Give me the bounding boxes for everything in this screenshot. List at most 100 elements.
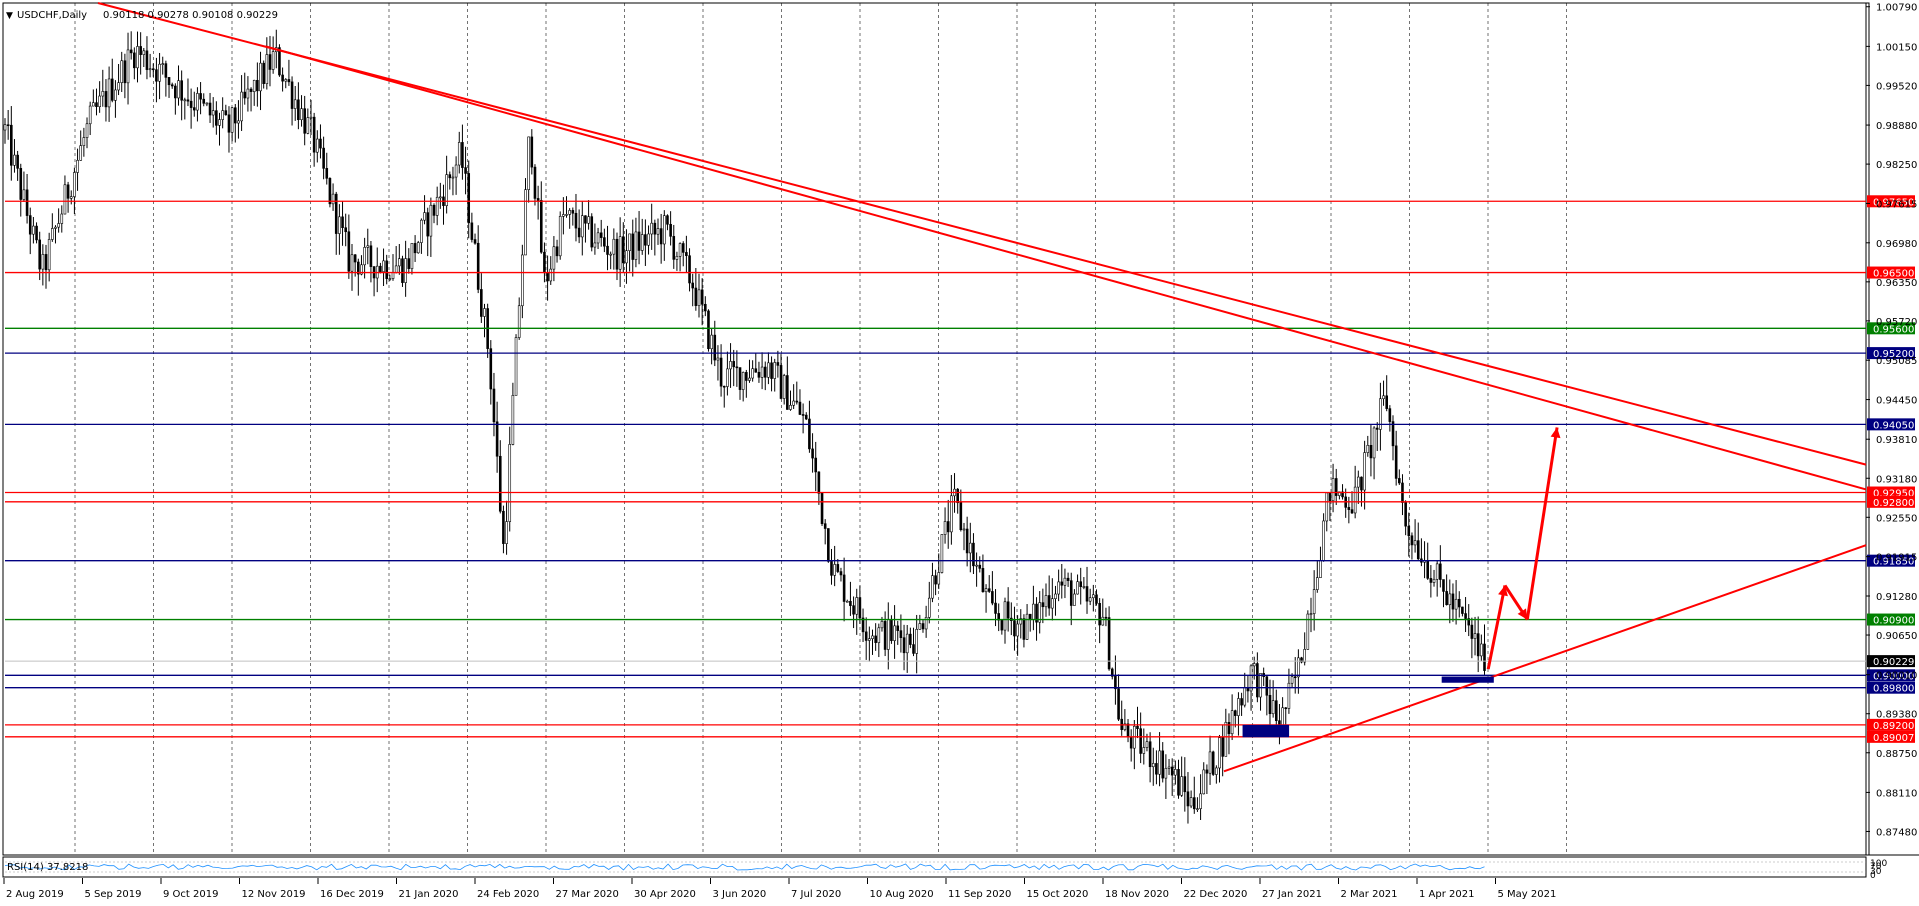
candle-body bbox=[1142, 747, 1146, 754]
candle-body bbox=[502, 510, 505, 544]
candle-body bbox=[271, 51, 275, 70]
level-price-tag-label: 0.90900 bbox=[1873, 616, 1914, 627]
candle-body bbox=[1076, 581, 1079, 595]
candle-body bbox=[732, 361, 736, 368]
candle-body bbox=[467, 173, 471, 224]
price-tick-label: 0.96350 bbox=[1876, 278, 1917, 289]
candle-body bbox=[309, 116, 313, 119]
candle-body bbox=[1167, 766, 1171, 769]
trendlines[interactable] bbox=[97, 2, 1867, 773]
price-tick-label: 0.96980 bbox=[1876, 239, 1917, 250]
candle-body bbox=[587, 216, 590, 224]
candle-body bbox=[476, 242, 480, 290]
candle-body bbox=[669, 223, 672, 237]
candle-body bbox=[754, 368, 758, 373]
level-price-tag bbox=[1867, 418, 1915, 431]
candle-body bbox=[1180, 776, 1183, 796]
candle-body bbox=[521, 254, 524, 307]
candle-body bbox=[650, 222, 653, 235]
candle-body bbox=[243, 91, 247, 99]
candle-body bbox=[1259, 673, 1262, 698]
time-axis[interactable]: 2 Aug 2019 5 Sep 2019 9 Oct 2019 12 Nov 201… bbox=[3, 878, 1556, 900]
candle-body bbox=[552, 246, 556, 270]
candle-body bbox=[896, 625, 900, 631]
candle-body bbox=[1312, 589, 1316, 614]
candle-body bbox=[1155, 763, 1158, 775]
candle-body bbox=[729, 361, 732, 370]
candle-body bbox=[804, 414, 808, 420]
candle-body bbox=[609, 253, 612, 256]
support-zones[interactable] bbox=[1242, 676, 1494, 738]
candle-body bbox=[618, 236, 622, 270]
candle-body bbox=[1353, 486, 1357, 514]
price-tick-label: 0.93810 bbox=[1876, 435, 1917, 446]
candle-body bbox=[852, 605, 855, 615]
projection-arrow[interactable] bbox=[1486, 427, 1561, 670]
candle-body bbox=[1215, 767, 1218, 775]
candle-body bbox=[918, 623, 922, 630]
candle-body bbox=[25, 189, 29, 216]
candle-body bbox=[1110, 668, 1114, 677]
candle-body bbox=[1271, 700, 1275, 715]
candle-body bbox=[1439, 563, 1442, 580]
candle-body bbox=[1028, 613, 1032, 620]
candle-body bbox=[101, 91, 105, 97]
horizontal-levels[interactable]: 0.97650 0.96500 0.95600 0.95200 0.94050 0.929… bbox=[5, 195, 1915, 744]
candle-body bbox=[1274, 700, 1278, 721]
candle-body bbox=[1196, 808, 1199, 810]
candle-body bbox=[180, 80, 183, 101]
candle-body bbox=[1123, 723, 1127, 730]
price-axis[interactable]: 1.00790 1.00150 0.99520 0.98880 0.98250 0.976… bbox=[1866, 3, 1917, 839]
candle-body bbox=[1114, 676, 1117, 690]
candle-body bbox=[1252, 663, 1256, 667]
candle-body bbox=[612, 238, 616, 255]
candle-body bbox=[1379, 398, 1382, 430]
candle-body bbox=[95, 102, 98, 107]
candle-body bbox=[823, 523, 827, 529]
candle-body bbox=[1047, 595, 1051, 609]
projection-segment[interactable] bbox=[1525, 427, 1559, 620]
candle-body bbox=[1360, 476, 1363, 491]
chart-menu-arrow-icon[interactable]: ▼ bbox=[6, 11, 13, 21]
zone-rect[interactable] bbox=[1441, 676, 1494, 683]
candle-body bbox=[211, 110, 215, 116]
candle-body bbox=[659, 228, 663, 245]
trendline[interactable] bbox=[265, 45, 1867, 491]
candle-body bbox=[73, 172, 76, 197]
time-tick-label: 12 Nov 2019 bbox=[242, 889, 306, 900]
candle-body bbox=[202, 98, 206, 104]
candle-body bbox=[1350, 509, 1354, 514]
candle-body bbox=[79, 145, 83, 161]
candle-body bbox=[423, 212, 426, 221]
candle-body bbox=[1243, 687, 1247, 706]
candle-body bbox=[700, 289, 704, 305]
candle-body bbox=[959, 502, 963, 531]
candle-body bbox=[1183, 776, 1187, 793]
candle-body bbox=[19, 168, 23, 200]
candle-body bbox=[1032, 603, 1035, 620]
rsi-scale-30: 30 bbox=[1870, 867, 1882, 877]
candle-body bbox=[956, 488, 959, 504]
zone-rect[interactable] bbox=[1242, 724, 1290, 738]
candle-body bbox=[303, 108, 306, 134]
trendline[interactable] bbox=[1223, 544, 1867, 773]
price-tick-label: 0.99520 bbox=[1876, 81, 1917, 92]
candle-body bbox=[1435, 563, 1439, 580]
projection-segment[interactable] bbox=[1486, 585, 1507, 670]
candle-body bbox=[1391, 421, 1395, 447]
trendline[interactable] bbox=[97, 2, 1867, 466]
candle-body bbox=[347, 231, 351, 272]
candle-body bbox=[707, 310, 710, 350]
candle-body bbox=[1284, 707, 1288, 710]
candle-body bbox=[398, 258, 401, 267]
candle-body bbox=[353, 254, 357, 263]
candle-body bbox=[183, 99, 187, 102]
candle-body bbox=[1410, 535, 1414, 546]
candle-body bbox=[508, 444, 512, 522]
candle-body bbox=[325, 168, 329, 179]
candle-body bbox=[139, 46, 142, 55]
level-price-tag bbox=[1867, 730, 1915, 743]
time-tick-label: 11 Sep 2020 bbox=[948, 889, 1011, 900]
candle-body bbox=[1098, 602, 1101, 626]
